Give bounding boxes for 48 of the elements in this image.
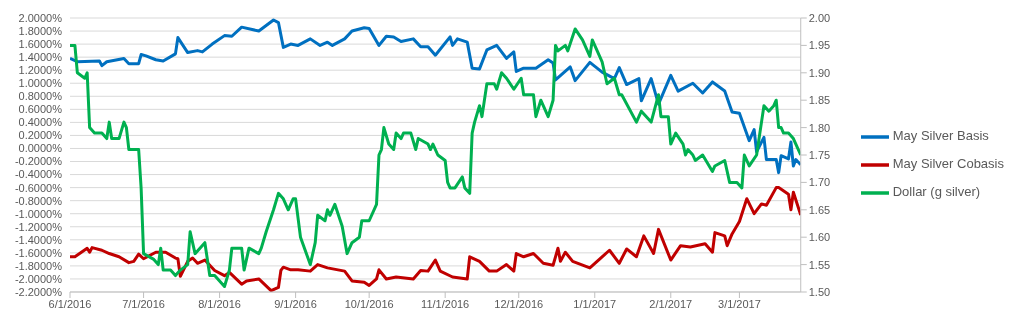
x-tick-label: 10/1/2016 (344, 297, 394, 310)
y-tick-label: -2.2000% (14, 285, 63, 298)
y-tick-label: 1.6000% (18, 38, 63, 50)
y2-tick-label: 1.90 (808, 66, 831, 79)
y-tick-label: -0.4000% (14, 168, 63, 181)
y2-tick-label: 1.55 (808, 258, 831, 271)
y2-tick-label: 1.70 (808, 176, 831, 189)
y2-tick-label: 1.95 (808, 39, 831, 52)
x-tick-label: 3/1/2017 (718, 297, 761, 310)
y-tick-label: -1.6000% (14, 246, 63, 259)
x-tick-label: 2/1/2017 (649, 297, 693, 310)
x-tick-label: 8/1/2016 (198, 297, 241, 310)
y-tick-label: 1.0000% (18, 77, 63, 90)
y-tick-label: -0.6000% (14, 181, 63, 194)
legend-label: May Silver Basis (892, 128, 989, 144)
y-tick-label: 0.4000% (18, 116, 63, 129)
x-tick-label: 1/1/2017 (573, 297, 617, 310)
y-tick-label: 0.6000% (18, 103, 63, 116)
x-tick-label: 9/1/2016 (274, 297, 318, 310)
y-tick-label: 1.2000% (18, 64, 63, 77)
line-series (70, 27, 801, 289)
x-tick-label: 7/1/2016 (122, 297, 165, 310)
legend-label: May Silver Cobasis (892, 156, 1004, 172)
y2-tick-label: 1.65 (808, 203, 831, 216)
y-tick-label: 0.0000% (18, 142, 63, 155)
y-tick-label: 0.8000% (18, 90, 63, 103)
y-tick-label: -0.8000% (14, 194, 63, 207)
y-tick-label: -1.0000% (14, 207, 63, 220)
y2-tick-label: 1.80 (808, 121, 831, 134)
y-tick-label: -2.0000% (14, 272, 63, 285)
legend-label: Dollar (g silver) (892, 184, 981, 200)
y2-tick-label: 1.60 (808, 231, 831, 244)
x-tick-label: 11/1/2016 (421, 297, 470, 310)
y2-tick-label: 1.85 (808, 94, 831, 107)
y-tick-label: 0.2000% (18, 129, 63, 142)
y-tick-label: -1.4000% (14, 233, 63, 246)
y2-tick-label: 2.00 (808, 11, 831, 24)
y-tick-label: 2.0000% (18, 11, 63, 24)
x-tick-label: 12/1/2016 (494, 297, 544, 310)
y-tick-label: -1.2000% (14, 220, 63, 233)
y2-tick-label: 1.50 (808, 285, 831, 298)
y-tick-label: 1.8000% (18, 24, 63, 37)
y-tick-label: 1.4000% (18, 51, 63, 64)
y2-tick-label: 1.75 (808, 148, 831, 161)
y-tick-label: -1.8000% (14, 259, 63, 272)
y-tick-label: -0.2000% (14, 155, 63, 168)
line-series (70, 18, 801, 175)
x-tick-label: 6/1/2016 (48, 297, 92, 310)
